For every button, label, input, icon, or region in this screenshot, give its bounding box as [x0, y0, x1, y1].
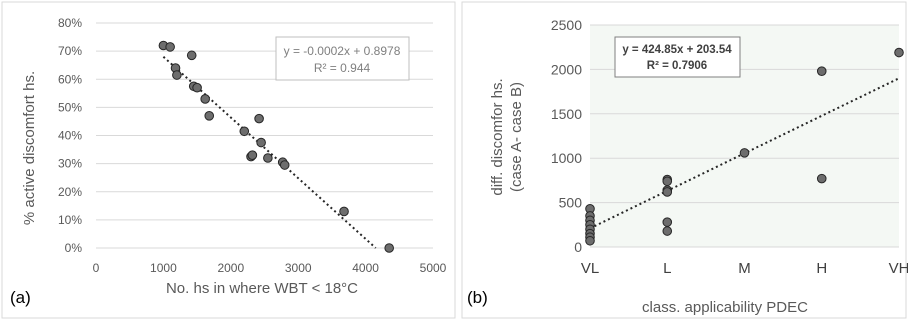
panel-a-data-point [186, 50, 197, 61]
panel-a-x-tick-label: 5000 [420, 261, 447, 275]
panel-b-y-tick-label: 1500 [551, 106, 582, 122]
panel-a-y-tick-label: 10% [58, 213, 82, 227]
panel-a-y-tick-label: 50% [58, 100, 82, 114]
panel-b-data-point [662, 187, 673, 197]
panel-b-r-squared: R² = 0.7906 [647, 60, 707, 72]
panel-a-data-point [192, 82, 202, 93]
panel-a-y-axis-title: % active discomfort hs. [21, 71, 38, 225]
panel-b-data-point [585, 235, 595, 246]
panel-a-scatter-chart: 0% 10% 20% 30% 40% 50% 60% 70% 80% 0 1000 2000 3000… [1, 1, 456, 319]
panel-b-data-point [662, 176, 673, 187]
panel-b-x-tick-label: H [816, 260, 827, 277]
panel-b-data-points [585, 47, 904, 246]
panel-b-data-point [739, 148, 750, 158]
panel-a-data-point [263, 153, 273, 163]
panel-b-x-tick-labels: VL L M H VH [581, 260, 908, 277]
panel-b-y-tick-label: 2000 [551, 61, 582, 77]
panel-a-data-point [384, 243, 394, 253]
panel-a-data-point [256, 137, 266, 148]
panel-a-y-tick-label: 20% [58, 185, 82, 199]
panel-b-y-tick-label: 1000 [551, 150, 582, 166]
panel-b-y-tick-label: 0 [574, 239, 582, 255]
panel-b-data-point [816, 66, 827, 76]
panel-b-x-tick-label: M [738, 260, 751, 277]
panel-a-data-point [239, 126, 250, 137]
panel-a-data-point [254, 113, 264, 124]
panel-a-y-tick-label: 0% [65, 241, 83, 255]
panel-b-scatter-chart: 0 500 1000 1500 2000 2500 VL L M H VH y = 424.85x… [461, 1, 908, 319]
panel-a-x-tick-label: 3000 [285, 261, 312, 275]
panel-a-r-squared: R² = 0.944 [314, 61, 371, 75]
panel-a-data-point [247, 150, 258, 160]
panel-a-data-point [279, 160, 290, 170]
panel-a-data-points [158, 40, 394, 253]
panel-b-y-tick-labels: 0 500 1000 1500 2000 2500 [551, 17, 582, 255]
panel-b-x-tick-label: L [663, 260, 671, 277]
panel-a-label: (a) [10, 288, 31, 307]
panel-b-x-axis-title: class. applicability PDEC [642, 299, 808, 316]
panel-b-equation-box-border [614, 36, 741, 78]
panel-b-y-axis-title-line-2: (case A- case B) [508, 82, 525, 192]
panel-a-y-tick-labels: 0% 10% 20% 30% 40% 50% 60% 70% 80% [58, 16, 82, 255]
panel-a-y-tick-label: 70% [58, 44, 82, 58]
panel-b-data-point [662, 226, 673, 236]
panel-b-label: (b) [467, 288, 488, 307]
panel-b-data-point [662, 217, 673, 227]
panel-b-x-tick-label: VH [889, 260, 908, 277]
panel-a-data-point [165, 42, 175, 52]
panel-b-y-tick-label: 500 [559, 195, 583, 211]
panel-a-x-tick-label: 1000 [150, 261, 177, 275]
panel-b-y-tick-label: 2500 [551, 17, 582, 33]
panel-b-data-point [816, 173, 827, 184]
panel-a-x-tick-label: 0 [93, 261, 100, 275]
panel-b-data-point [894, 47, 904, 58]
panel-a-y-tick-label: 60% [58, 72, 82, 86]
panel-a-data-point [172, 70, 182, 80]
panel-b-equation-box: y = 424.85x + 203.54 R² = 0.7906 [614, 36, 741, 78]
panel-a-y-tick-label: 40% [58, 129, 82, 143]
panel-a-data-point [339, 206, 349, 217]
panel-a-equation-box: y = -0.0002x + 0.8978 R² = 0.944 [275, 36, 410, 81]
panel-a-data-point [200, 94, 210, 104]
panel-a-x-tick-label: 2000 [217, 261, 244, 275]
panel-a-x-axis-title: No. hs in where WBT < 18°C [166, 280, 358, 297]
panel-a-equation: y = -0.0002x + 0.8978 [284, 44, 401, 58]
panel-a-x-tick-labels: 0 1000 2000 3000 4000 5000 [93, 261, 447, 275]
panel-b-equation: y = 424.85x + 203.54 [622, 44, 732, 56]
panel-a-y-tick-label: 30% [58, 157, 82, 171]
panel-b-x-tick-label: VL [581, 260, 599, 277]
panel-b-y-axis-title-line-1: diff. discomfor hs. [489, 78, 506, 195]
panel-a-x-tick-label: 4000 [352, 261, 379, 275]
panel-a-data-point [204, 111, 215, 121]
panel-a-y-tick-label: 80% [58, 16, 82, 30]
panel-a-equation-box-border [275, 36, 410, 81]
